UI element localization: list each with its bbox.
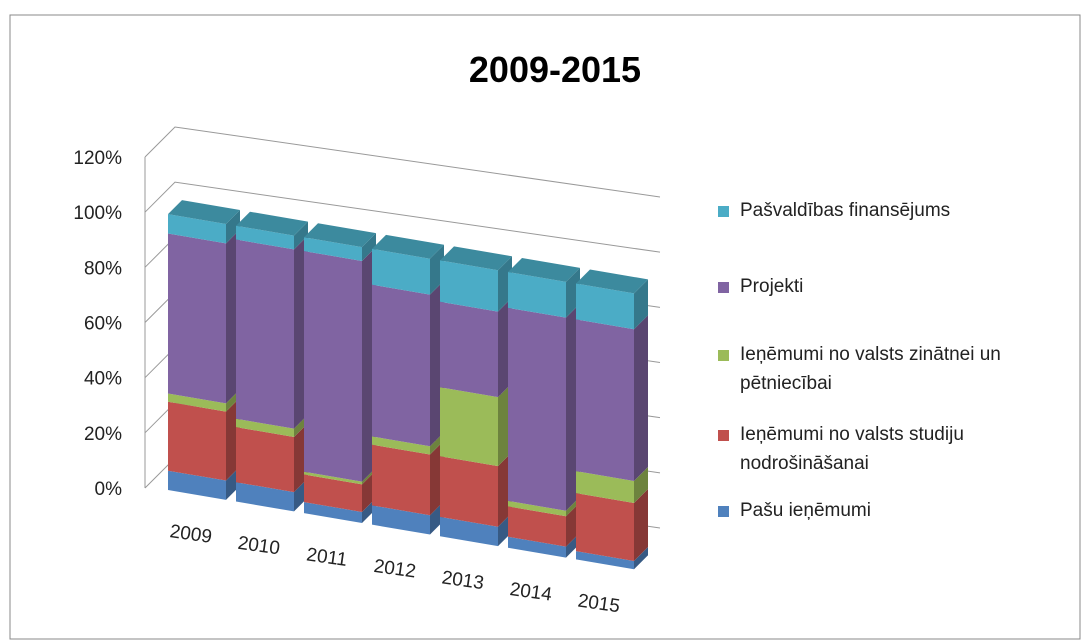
bar-side [362,233,376,261]
bar-side [634,466,648,504]
bar [440,387,498,467]
bar [372,436,430,455]
bar [372,284,430,447]
bar-side [634,489,648,561]
legend-item: Ieņēmumi no valsts zinātnei un pētniecīb… [718,340,1070,398]
grid-line [144,126,661,198]
y-tick-label: 100% [73,203,122,224]
bar [372,444,430,516]
bar [440,516,498,547]
legend-label: Ieņēmumi no valsts studiju nodrošināšana… [740,424,964,474]
bar [168,470,226,500]
bar [372,505,430,535]
bar-side [226,210,240,244]
legend-label: Ieņēmumi no valsts zinātnei un pētniecīb… [740,344,1001,394]
bar [576,471,634,504]
bar [372,248,430,295]
legend-swatch [718,282,729,293]
legend-swatch [718,430,729,441]
y-tick-label: 80% [84,258,122,279]
bar [508,500,566,517]
legend-item: Pašvaldības finansējums [718,196,1070,225]
bar [508,506,566,547]
bar [576,319,634,481]
bar [508,271,566,318]
bar [440,260,498,312]
bar [576,283,634,330]
bar-side [294,221,308,250]
bar [440,301,498,398]
legend-label: Pašu ieņēmumi [740,500,871,521]
legend-swatch [718,506,729,517]
bar [508,536,566,558]
bar [236,239,294,429]
bar [508,307,566,511]
bar-top [508,257,580,282]
legend-item: Pašu ieņēmumi [718,496,1070,525]
bar [304,502,362,523]
legend-swatch [718,350,729,361]
bar-side [634,546,648,570]
bar-top [168,200,240,225]
bar [168,233,226,404]
bar-side [634,315,648,481]
grid-line [144,181,661,253]
bar [236,418,294,437]
legend-item: Projekti [718,272,1070,301]
bar [236,482,294,512]
y-tick-label: 120% [73,148,122,169]
bar [168,214,226,244]
bar [168,393,226,412]
legend-label: Projekti [740,276,804,297]
bar-top [304,223,376,248]
bar-top [440,246,512,271]
bar-top [372,234,444,259]
bar [236,225,294,250]
legend-item: Ieņēmumi no valsts studiju nodrošināšana… [718,420,1070,478]
bar [440,456,498,527]
y-tick-label: 40% [84,369,122,390]
bar-top [236,211,308,236]
y-tick-label: 20% [84,424,122,445]
chart-title: 2009-2015 [469,49,641,90]
bar [304,237,362,261]
bar [304,471,362,485]
bar [304,474,362,512]
bar [168,401,226,481]
bar [304,251,362,482]
bar [576,551,634,570]
bar [236,427,294,493]
legend-label: Pašvaldības finansējums [740,200,951,221]
bar-side [634,279,648,330]
legend-swatch [718,206,729,217]
bar-top [576,269,648,294]
y-tick-label: 0% [95,479,123,500]
y-tick-label: 60% [84,314,122,335]
bar [576,493,634,561]
